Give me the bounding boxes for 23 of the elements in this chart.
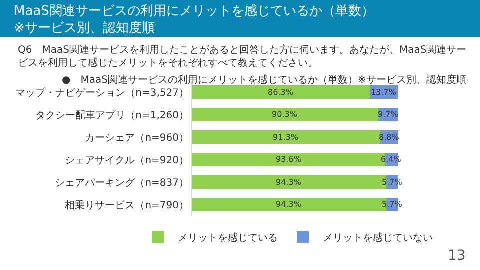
chart-subtitle: Q6 MaaS関連サービスを利用したことがあると回答した方に伺います。あなたが、MaaS関連サービスを利用して感じたメリットをそれぞれすべて教えてください。	[18, 44, 467, 69]
data-label: 94.3%	[276, 200, 302, 209]
y-tick-label: 相乗りサービス（n=790）	[65, 199, 189, 212]
data-label: 94.3%	[276, 178, 302, 187]
data-label: 13.7%	[371, 88, 397, 97]
data-label: 86.3%	[268, 88, 294, 97]
y-tick-label: カーシェア（n=960）	[85, 132, 189, 144]
annotation: ● MaaS関連サービスの利用にメリットを感じているか（単数）※サービス別、認知度順	[62, 74, 466, 86]
data-label: 90.3%	[272, 110, 298, 119]
legend-label: メリットを感じている	[178, 232, 278, 244]
data-label: 91.3%	[273, 133, 299, 142]
legend-label: メリットを感じていない	[323, 232, 433, 244]
y-tick-label: マップ・ナビゲーション（n=3,527）	[16, 86, 189, 99]
bar	[192, 86, 370, 99]
bar	[192, 108, 378, 122]
data-label: 93.6%	[276, 155, 302, 164]
y-tick-label: シェアサイクル（n=920）	[65, 155, 189, 166]
data-label: 9.7%	[378, 110, 399, 119]
y-tick-label: シェアパーキング（n=837）	[55, 178, 189, 189]
text: 13	[448, 248, 466, 264]
bar	[192, 130, 380, 144]
chart-title: MaaS関連サービスの利用にメリットを感じているか（単数） ※サービス別、認知度順	[14, 4, 374, 36]
y-tick-label: タクシー配車アプリ（n=1,260）	[36, 109, 189, 122]
